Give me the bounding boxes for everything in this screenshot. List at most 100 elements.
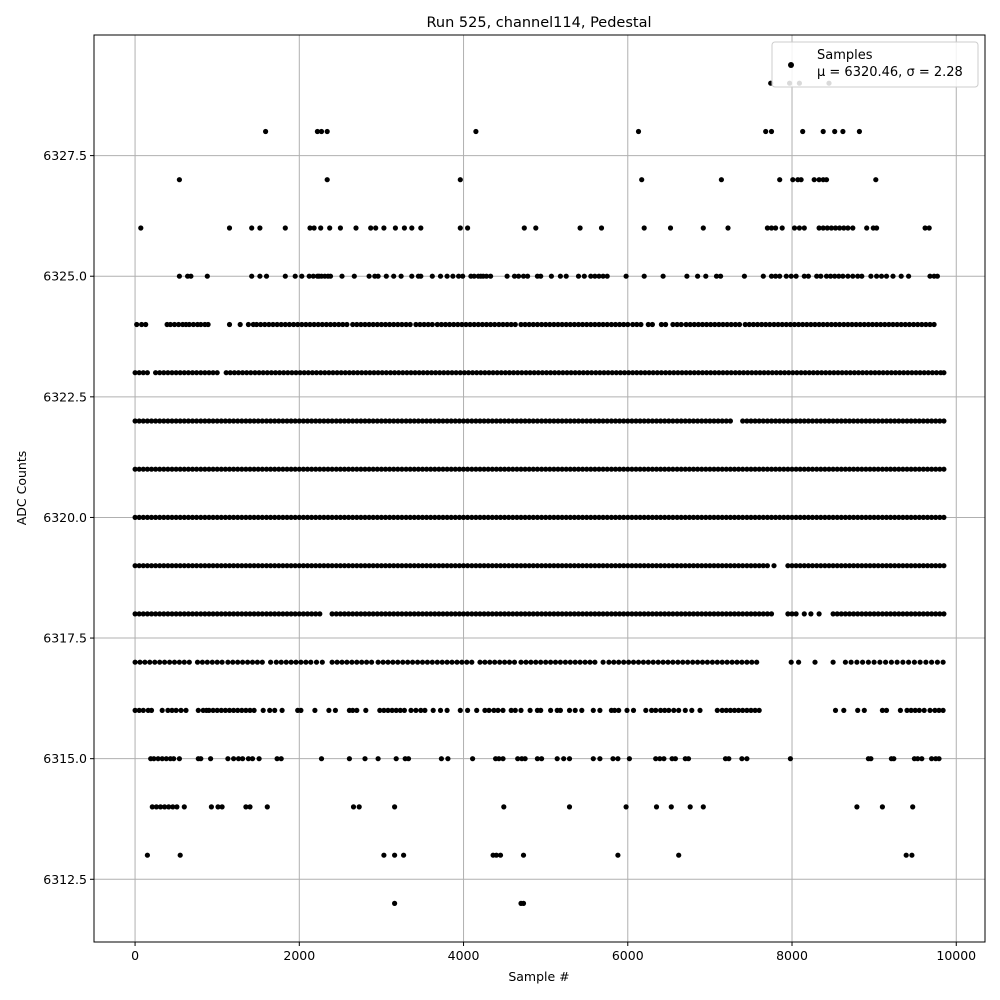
data-point	[304, 611, 311, 617]
data-point	[690, 418, 697, 424]
data-point	[715, 418, 721, 424]
data-point	[132, 418, 138, 424]
data-point	[658, 707, 664, 714]
data-point	[317, 514, 323, 521]
data-point	[805, 418, 812, 424]
data-point	[136, 611, 142, 617]
data-point	[268, 418, 274, 424]
data-point	[742, 321, 748, 328]
data-point	[768, 514, 775, 521]
data-point	[800, 128, 806, 135]
data-point	[161, 370, 167, 376]
data-point	[456, 611, 462, 617]
data-point	[144, 370, 150, 376]
data-point	[473, 563, 479, 569]
data-point	[190, 321, 196, 328]
data-point	[818, 418, 824, 424]
data-point	[148, 418, 155, 424]
data-point	[460, 273, 466, 279]
data-point	[268, 563, 274, 569]
data-point	[690, 466, 697, 472]
data-point	[374, 466, 380, 472]
data-point	[896, 611, 902, 617]
data-point	[561, 756, 567, 762]
data-point	[276, 611, 282, 617]
data-point	[575, 321, 582, 328]
data-point	[258, 321, 264, 328]
data-point	[204, 273, 210, 279]
data-point	[883, 707, 890, 714]
data-point	[174, 804, 180, 810]
data-point	[165, 466, 171, 472]
data-point	[908, 707, 914, 714]
data-point	[600, 273, 606, 279]
data-point	[849, 321, 855, 328]
data-point	[539, 466, 545, 472]
data-point	[898, 321, 904, 328]
data-point	[325, 418, 331, 424]
data-point	[584, 514, 590, 521]
data-point	[837, 321, 843, 328]
data-point	[809, 514, 816, 521]
data-point	[429, 659, 435, 665]
data-point	[796, 321, 802, 328]
data-point	[539, 370, 546, 376]
legend-box	[771, 41, 979, 88]
data-point	[768, 611, 775, 617]
data-point	[650, 659, 656, 665]
data-point	[257, 225, 263, 231]
data-point	[410, 659, 416, 665]
data-point	[375, 370, 381, 376]
data-point	[621, 321, 627, 328]
data-point	[341, 418, 348, 424]
data-point	[235, 707, 241, 714]
data-point	[249, 225, 255, 231]
data-point	[559, 611, 565, 617]
data-point	[588, 321, 594, 328]
legend-series-name: Samples	[817, 48, 873, 63]
data-point	[764, 466, 771, 472]
data-point	[846, 418, 853, 424]
data-point	[449, 659, 455, 665]
data-point	[727, 466, 734, 472]
data-point	[854, 659, 860, 665]
data-point	[697, 707, 703, 714]
data-point	[415, 659, 421, 665]
data-point	[415, 563, 421, 569]
data-point	[363, 370, 369, 376]
data-point	[288, 466, 294, 472]
data-point	[222, 611, 228, 617]
data-point	[904, 466, 910, 472]
data-point	[409, 225, 415, 231]
data-point	[547, 611, 553, 617]
data-point	[666, 514, 672, 521]
data-point	[822, 466, 828, 472]
data-point	[181, 659, 187, 665]
data-point	[711, 514, 717, 521]
data-point	[736, 370, 743, 376]
data-point	[413, 321, 419, 328]
data-point	[492, 321, 498, 328]
data-point	[340, 321, 346, 328]
data-point	[888, 370, 895, 376]
data-point	[888, 466, 894, 472]
data-point	[245, 321, 251, 328]
data-point	[584, 321, 590, 328]
data-point	[362, 514, 368, 521]
data-point	[401, 225, 407, 231]
data-point	[268, 466, 274, 472]
data-point	[202, 563, 208, 569]
data-point	[362, 756, 368, 762]
data-point	[773, 225, 779, 231]
data-point	[927, 273, 933, 279]
data-point	[342, 370, 348, 376]
data-point	[554, 756, 560, 762]
data-point	[867, 514, 873, 521]
data-point	[906, 273, 912, 279]
data-point	[153, 563, 159, 569]
data-point	[805, 273, 812, 279]
data-point	[625, 514, 631, 521]
data-point	[744, 418, 750, 424]
data-point	[189, 611, 196, 617]
data-point	[592, 466, 598, 472]
